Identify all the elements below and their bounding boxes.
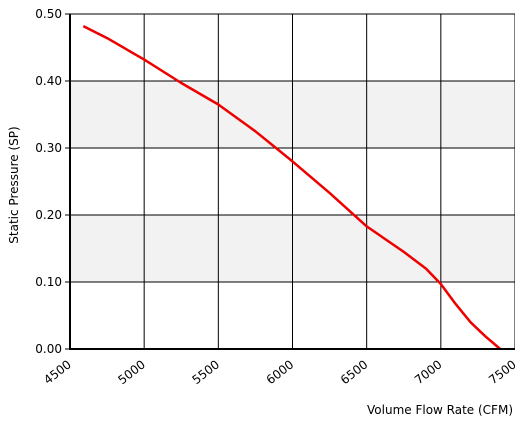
y-tick-label: 0.30 — [35, 141, 62, 155]
y-tick-labels: 0.00 0.10 0.20 0.30 0.40 0.50 — [35, 7, 62, 356]
x-tick-label: 7000 — [412, 357, 445, 387]
axes — [65, 13, 515, 350]
series-layer — [82, 24, 502, 350]
x-tick-label: 7500 — [486, 357, 515, 387]
x-axis-title: Volume Flow Rate (CFM) — [367, 403, 513, 417]
series-line-1 — [82, 24, 502, 350]
x-tick-labels: 4500 5000 5500 6000 6500 7000 7500 — [41, 357, 515, 387]
vertical-gridlines — [143, 14, 515, 349]
x-tick-label: 4500 — [41, 357, 74, 387]
y-tick-label: 0.20 — [35, 208, 62, 222]
y-tick-label: 0.50 — [35, 7, 62, 21]
x-tick-label: 5000 — [115, 357, 148, 387]
y-axis-title: Static Pressure (SP) — [7, 126, 21, 243]
x-tick-label: 6500 — [338, 357, 371, 387]
horizontal-gridlines — [70, 13, 515, 283]
y-tick-label: 0.00 — [35, 342, 62, 356]
x-tick-label: 5500 — [189, 357, 222, 387]
y-tick-label: 0.10 — [35, 275, 62, 289]
y-tick-label: 0.40 — [35, 74, 62, 88]
x-tick-label: 6000 — [264, 357, 297, 387]
